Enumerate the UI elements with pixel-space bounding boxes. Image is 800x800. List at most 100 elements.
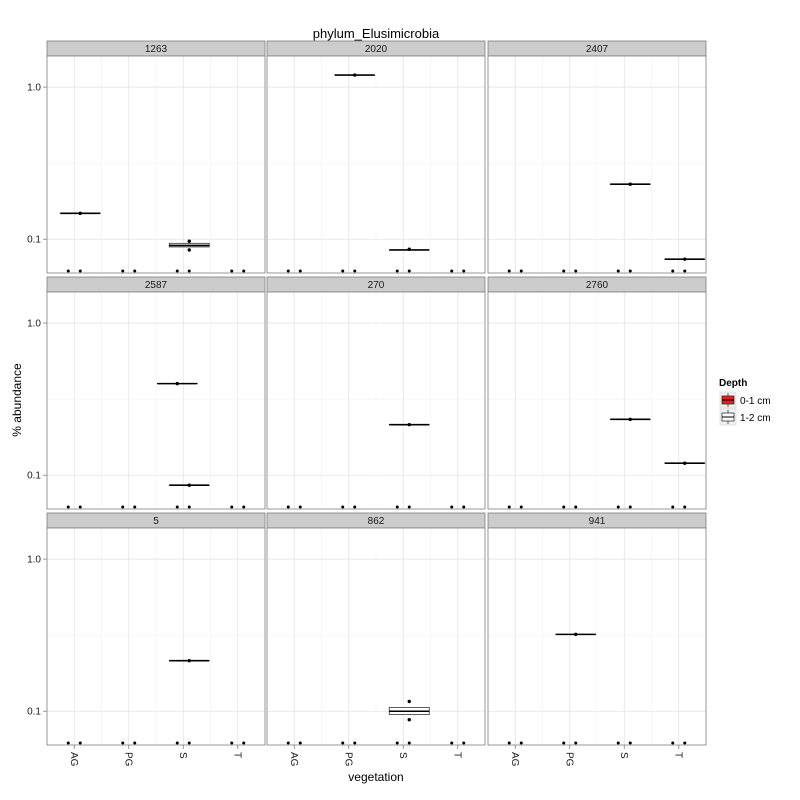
zero-point <box>395 505 399 509</box>
zero-point <box>66 505 70 509</box>
zero-point <box>616 505 620 509</box>
zero-point <box>133 505 137 509</box>
zero-point <box>353 505 357 509</box>
zero-point <box>286 505 290 509</box>
facet-strip-label: 862 <box>368 516 385 527</box>
zero-point <box>121 741 125 745</box>
zero-point <box>395 269 399 273</box>
zero-point <box>298 741 302 745</box>
zero-point <box>671 505 675 509</box>
zero-point <box>78 741 82 745</box>
data-point <box>407 699 411 704</box>
zero-point <box>242 269 246 273</box>
panel-border <box>46 291 266 510</box>
facet-panel: 270 <box>266 276 486 510</box>
facet-strip-label: 941 <box>589 516 606 527</box>
legend-entry: 1-2 cm <box>719 408 771 426</box>
zero-point <box>683 269 687 273</box>
x-tick-label: S <box>618 752 629 759</box>
zero-point <box>121 505 125 509</box>
y-axis-title: % abundance <box>10 363 24 437</box>
zero-point <box>462 269 466 273</box>
facet-strip-label: 2407 <box>586 44 609 55</box>
data-point <box>175 381 179 386</box>
zero-point <box>628 741 632 745</box>
facet-strip-label: 2760 <box>586 280 609 291</box>
y-tick-label: 0.1 <box>27 235 41 246</box>
facet-panel: 862 <box>266 512 486 746</box>
facet-strip-label: 270 <box>368 280 385 291</box>
panel-border <box>487 527 707 746</box>
zero-point <box>407 505 411 509</box>
zero-point <box>242 741 246 745</box>
legend-entry: 0-1 cm <box>719 391 771 409</box>
zero-point <box>462 505 466 509</box>
data-point <box>628 417 632 422</box>
data-point <box>187 248 191 252</box>
zero-point <box>671 741 675 745</box>
data-point <box>683 257 687 261</box>
data-point <box>407 247 411 251</box>
zero-point <box>341 505 345 509</box>
zero-point <box>519 741 523 745</box>
x-tick-label: AG <box>288 752 299 767</box>
zero-point <box>683 505 687 509</box>
zero-point <box>187 505 191 509</box>
data-point <box>187 239 191 243</box>
zero-point <box>507 741 511 745</box>
data-point <box>574 632 578 637</box>
zero-point <box>66 269 70 273</box>
zero-point <box>298 505 302 509</box>
x-tick-label: S <box>397 752 408 759</box>
y-tick-label: 0.1 <box>27 471 41 482</box>
zero-point <box>562 741 566 745</box>
zero-point <box>507 505 511 509</box>
zero-point <box>462 741 466 745</box>
zero-point <box>175 269 179 273</box>
zero-point <box>519 269 523 273</box>
zero-point <box>562 505 566 509</box>
zero-point <box>341 269 345 273</box>
y-tick-label: 1.0 <box>27 83 41 94</box>
y-tick-label: 1.0 <box>27 319 41 330</box>
data-point <box>187 658 191 663</box>
facet-panel: 2407 <box>487 40 707 274</box>
legend-title: Depth <box>719 378 747 389</box>
panel-border <box>266 55 486 274</box>
zero-point <box>407 741 411 745</box>
zero-point <box>175 505 179 509</box>
zero-point <box>230 269 234 273</box>
x-tick-label: AG <box>509 752 520 767</box>
data-point <box>187 483 191 487</box>
data-point <box>628 182 632 186</box>
y-tick-label: 0.1 <box>27 707 41 718</box>
x-tick-label: PG <box>122 752 133 767</box>
zero-point <box>671 269 675 273</box>
facet-panel: 941 <box>487 512 707 746</box>
zero-point <box>507 269 511 273</box>
x-tick-label: T <box>672 752 683 758</box>
zero-point <box>230 505 234 509</box>
zero-point <box>519 505 523 509</box>
x-axis-title: vegetation <box>348 770 403 784</box>
zero-point <box>341 741 345 745</box>
x-axis-labels: AG PG S T AG PG S T AG PG S T <box>68 745 683 767</box>
x-tick-label: T <box>231 752 242 758</box>
data-point <box>407 717 411 722</box>
zero-point <box>450 269 454 273</box>
facet-panel: 2587 <box>46 276 266 510</box>
facet-strip-label: 1263 <box>145 44 168 55</box>
zero-point <box>133 269 137 273</box>
facet-strip-label: 2587 <box>145 280 168 291</box>
zero-point <box>230 741 234 745</box>
data-point <box>683 461 687 465</box>
zero-point <box>353 741 357 745</box>
legend: Depth 0-1 cm 1-2 cm <box>719 378 771 426</box>
zero-point <box>121 269 125 273</box>
zero-point <box>683 741 687 745</box>
x-tick-label: PG <box>563 752 574 767</box>
x-tick-label: T <box>451 752 462 758</box>
zero-point <box>133 741 137 745</box>
zero-point <box>574 269 578 273</box>
